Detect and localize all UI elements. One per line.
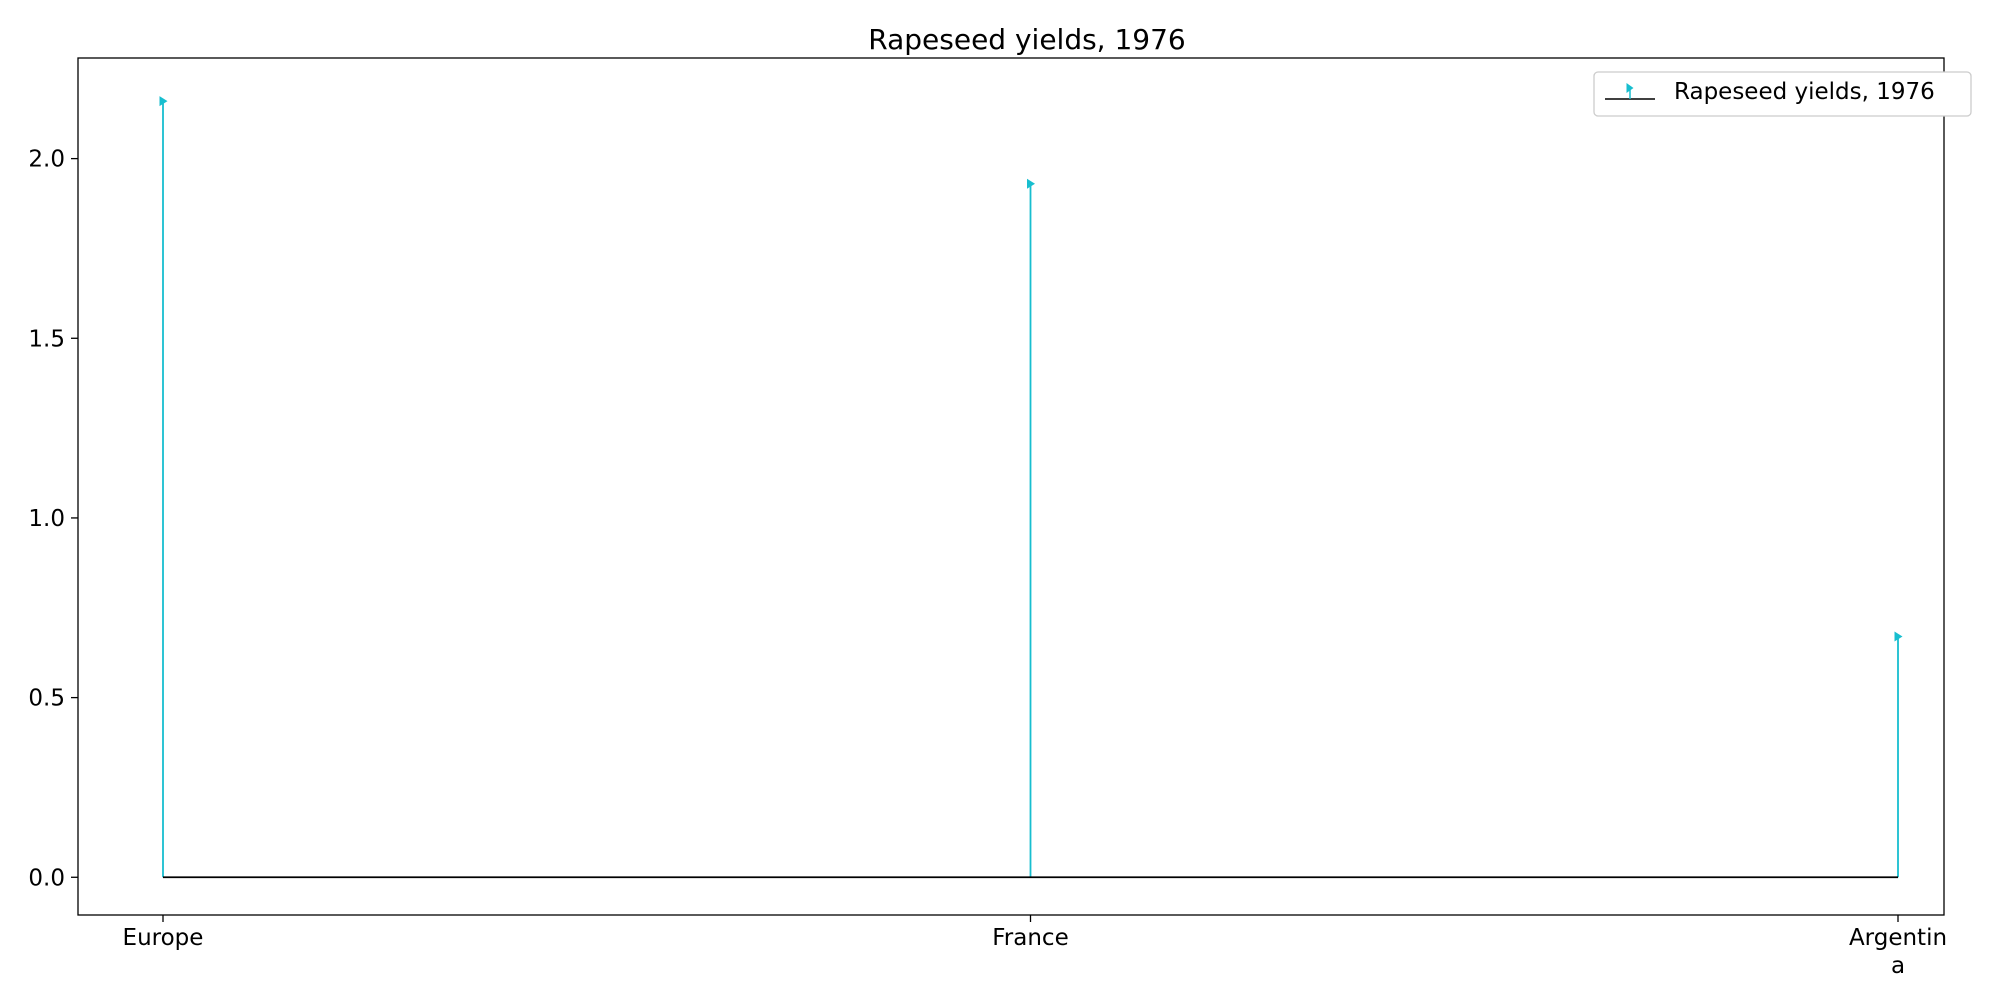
x-tick-label: France [992,925,1068,951]
stem-marker [159,96,168,107]
legend-label: Rapeseed yields, 1976 [1674,79,1935,105]
x-tick-label: Europe [123,925,204,951]
x-axis: Europe France Argentin a [123,915,1947,979]
x-tick-label-line: Argentin [1849,925,1947,951]
stem-marker [1894,631,1903,642]
chart-title: Rapeseed yields, 1976 [868,23,1186,56]
y-tick-label: 2.0 [28,147,65,173]
x-tick-label-line: France [992,925,1068,951]
stem-marker [1027,178,1035,189]
x-tick-label-line: a [1891,953,1905,979]
legend-marker-swatch [1626,83,1634,93]
y-tick-label: 1.5 [28,326,65,352]
y-tick-label: 0.0 [28,865,65,891]
y-tick-label: 1.0 [28,506,65,532]
stem-series [159,96,1903,879]
x-tick-label-line: Europe [123,925,204,951]
plot-area [77,57,1945,916]
legend-frame [1593,71,1972,117]
y-axis: 0.0 0.5 1.0 1.5 2.0 [28,147,78,891]
y-tick-label: 0.5 [28,686,65,712]
x-tick-label: Argentin a [1849,925,1947,979]
legend: Rapeseed yields, 1976 [1593,71,1972,117]
